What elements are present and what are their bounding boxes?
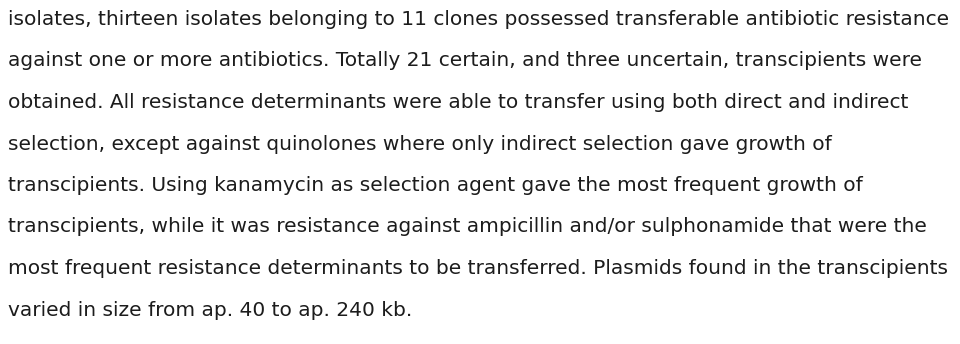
Text: obtained. All resistance determinants were able to transfer using both direct an: obtained. All resistance determinants we… bbox=[8, 93, 908, 112]
Text: transcipients, while it was resistance against ampicillin and/or sulphonamide th: transcipients, while it was resistance a… bbox=[8, 217, 926, 237]
Text: transcipients. Using kanamycin as selection agent gave the most frequent growth : transcipients. Using kanamycin as select… bbox=[8, 176, 863, 195]
Text: isolates, thirteen isolates belonging to 11 clones possessed transferable antibi: isolates, thirteen isolates belonging to… bbox=[8, 10, 949, 29]
Text: against one or more antibiotics. Totally 21 certain, and three uncertain, transc: against one or more antibiotics. Totally… bbox=[8, 52, 922, 71]
Text: varied in size from ap. 40 to ap. 240 kb.: varied in size from ap. 40 to ap. 240 kb… bbox=[8, 301, 412, 320]
Text: most frequent resistance determinants to be transferred. Plasmids found in the t: most frequent resistance determinants to… bbox=[8, 259, 948, 278]
Text: selection, except against quinolones where only indirect selection gave growth o: selection, except against quinolones whe… bbox=[8, 135, 831, 153]
